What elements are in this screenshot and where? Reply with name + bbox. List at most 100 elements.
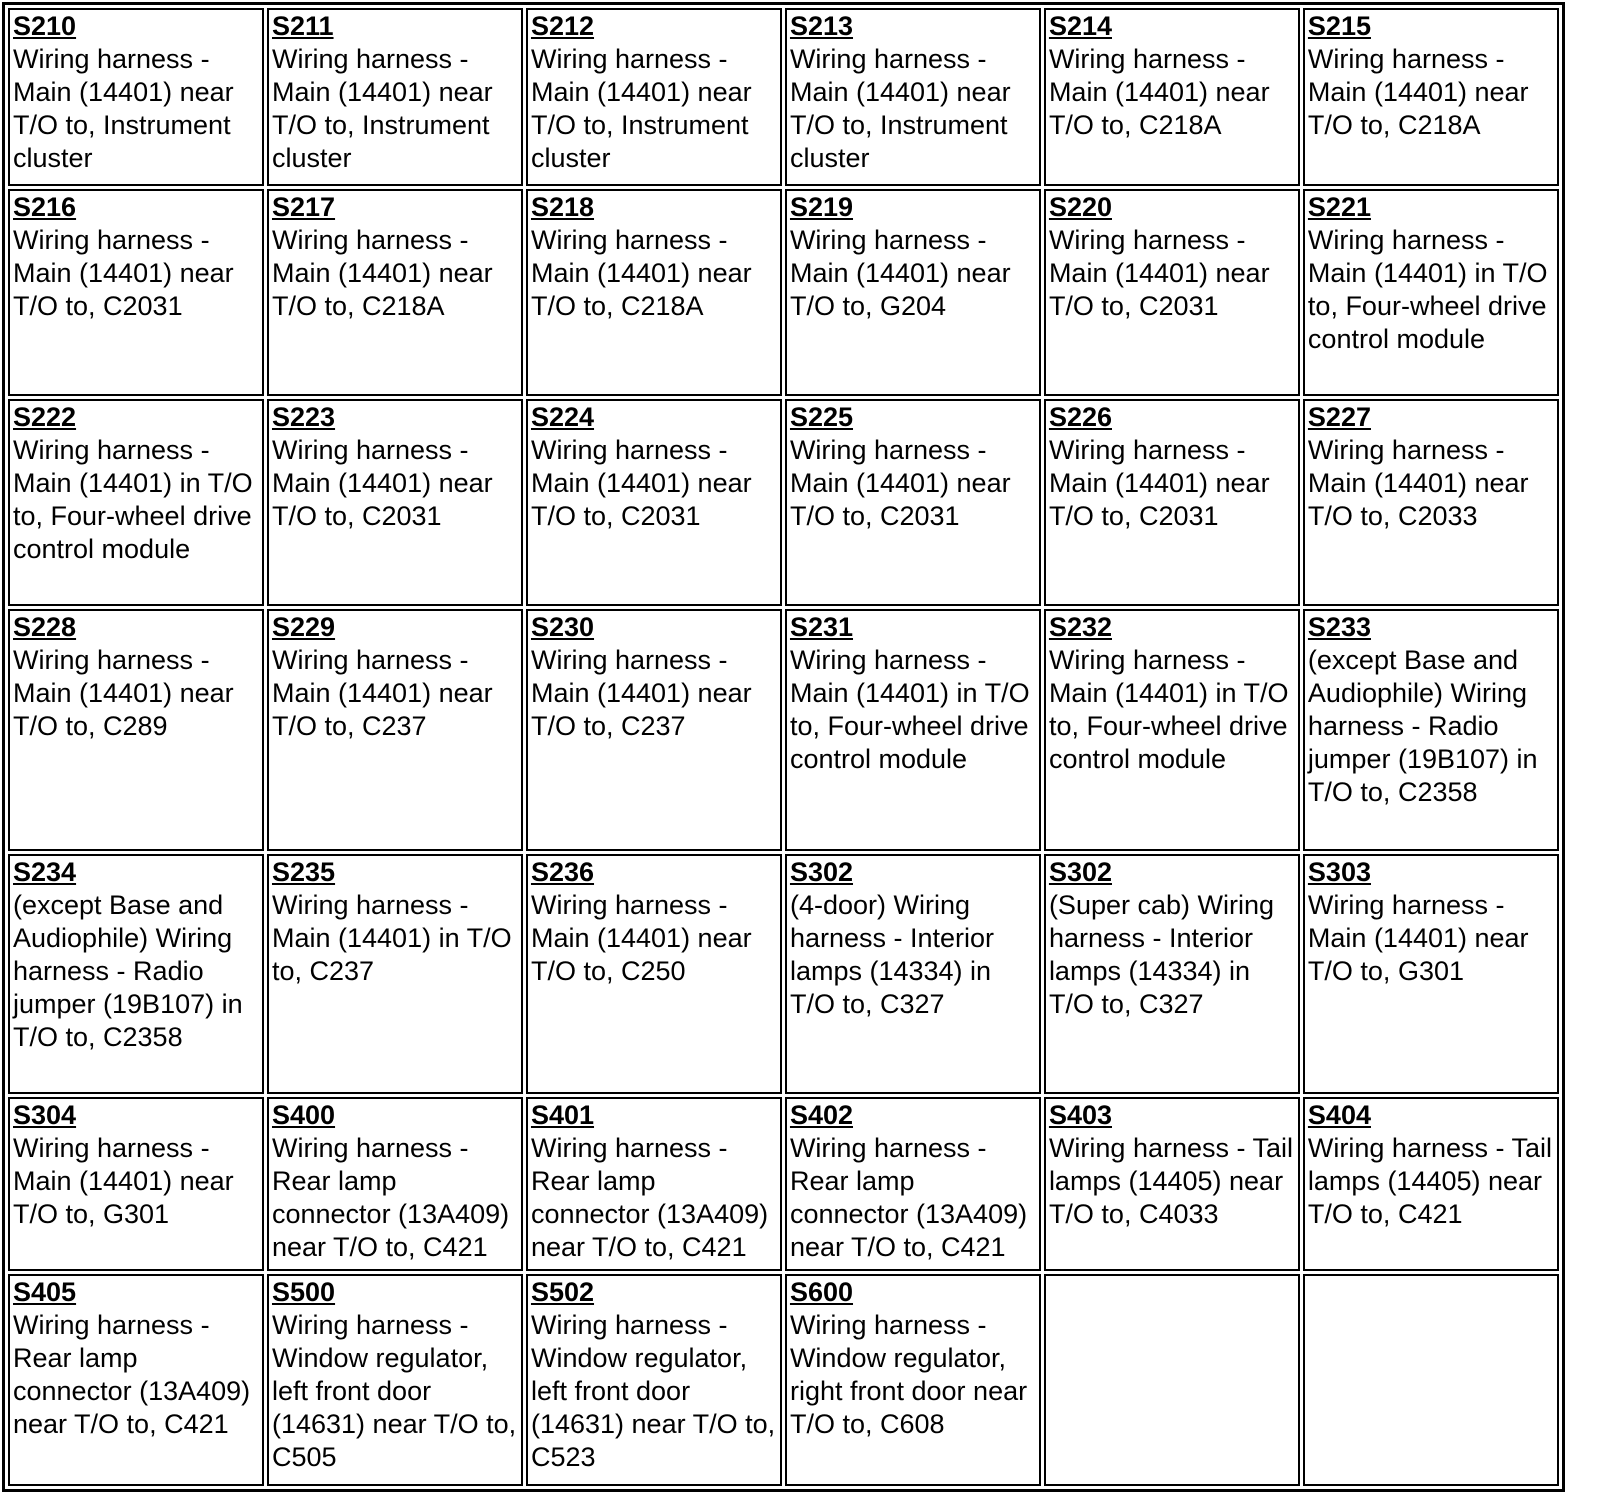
splice-description: Wiring harness - Main (14401) near T/O t… bbox=[1307, 890, 1529, 986]
table-cell: S227 Wiring harness - Main (14401) near T… bbox=[1302, 399, 1559, 606]
splice-id: S231 bbox=[789, 612, 854, 642]
splice-id: S236 bbox=[530, 857, 595, 887]
splice-id: S234 bbox=[13, 857, 77, 887]
splice-id: S219 bbox=[789, 192, 854, 222]
table-cell: S235 Wiring harness - Main (14401) in T/O… bbox=[266, 854, 523, 1094]
splice-description: (except Base and Audiophile) Wiring harn… bbox=[13, 890, 243, 1052]
splice-description: Wiring harness - Main (14401) in T/O to,… bbox=[1307, 225, 1548, 354]
splice-id: S213 bbox=[789, 11, 854, 41]
table-cell: S218 Wiring harness - Main (14401) near T… bbox=[525, 189, 782, 396]
table-row: S304 Wiring harness - Main (14401) near T… bbox=[8, 1097, 1559, 1271]
table-cell: S228 Wiring harness - Main (14401) near T… bbox=[8, 609, 264, 851]
table-row: S210 Wiring harness - Main (14401) near T… bbox=[8, 8, 1559, 186]
table-cell: S403 Wiring harness - Tail lamps (14405) … bbox=[1043, 1097, 1300, 1271]
splice-id: S403 bbox=[1048, 1100, 1112, 1130]
splice-id: S210 bbox=[13, 11, 77, 41]
splice-description: Wiring harness - Main (14401) near T/O t… bbox=[271, 44, 493, 173]
table-cell: S236 Wiring harness - Main (14401) near T… bbox=[525, 854, 782, 1094]
table-cell: S233 (except Base and Audiophile) Wiring … bbox=[1302, 609, 1559, 851]
table-cell: S405 Wiring harness - Rear lamp connector… bbox=[8, 1274, 264, 1486]
splice-id: S405 bbox=[13, 1277, 77, 1307]
splice-description: Wiring harness - Rear lamp connector (13… bbox=[271, 1133, 510, 1262]
table-cell: S225 Wiring harness - Main (14401) near T… bbox=[784, 399, 1041, 606]
splice-description: Wiring harness - Main (14401) near T/O t… bbox=[530, 44, 752, 173]
table-cell: S502 Wiring harness - Window regulator, l… bbox=[525, 1274, 782, 1486]
table-cell: S302 (Super cab) Wiring harness - Interio… bbox=[1043, 854, 1300, 1094]
table-row: S216 Wiring harness - Main (14401) near T… bbox=[8, 189, 1559, 396]
splice-id: S402 bbox=[789, 1100, 854, 1130]
splice-description: Wiring harness - Window regulator, right… bbox=[789, 1310, 1028, 1439]
splice-description: Wiring harness - Main (14401) in T/O to,… bbox=[1048, 645, 1289, 774]
table-cell: S221 Wiring harness - Main (14401) in T/O… bbox=[1302, 189, 1559, 396]
splice-id: S220 bbox=[1048, 192, 1112, 222]
table-cell: S500 Wiring harness - Window regulator, l… bbox=[266, 1274, 523, 1486]
table-row: S222 Wiring harness - Main (14401) in T/O… bbox=[8, 399, 1559, 606]
splice-id: S401 bbox=[530, 1100, 595, 1130]
splice-description: Wiring harness - Main (14401) near T/O t… bbox=[1048, 435, 1270, 531]
splice-id: S302 bbox=[789, 857, 854, 887]
table-cell: S210 Wiring harness - Main (14401) near T… bbox=[8, 8, 264, 186]
splice-id: S217 bbox=[271, 192, 336, 222]
splice-description: Wiring harness - Main (14401) near T/O t… bbox=[530, 435, 752, 531]
table-cell: S220 Wiring harness - Main (14401) near T… bbox=[1043, 189, 1300, 396]
splice-description: Wiring harness - Window regulator, left … bbox=[271, 1310, 517, 1472]
table-cell bbox=[1302, 1274, 1559, 1486]
splice-description: Wiring harness - Main (14401) near T/O t… bbox=[13, 1133, 234, 1229]
splice-id: S235 bbox=[271, 857, 336, 887]
splice-id: S226 bbox=[1048, 402, 1112, 432]
splice-description: Wiring harness - Main (14401) near T/O t… bbox=[530, 225, 752, 321]
table-cell: S229 Wiring harness - Main (14401) near T… bbox=[266, 609, 523, 851]
table-cell: S224 Wiring harness - Main (14401) near T… bbox=[525, 399, 782, 606]
table-cell: S402 Wiring harness - Rear lamp connector… bbox=[784, 1097, 1041, 1271]
splice-id: S215 bbox=[1307, 11, 1371, 41]
splice-description: Wiring harness - Main (14401) near T/O t… bbox=[789, 225, 1011, 321]
splice-id: S500 bbox=[271, 1277, 336, 1307]
splice-id: S233 bbox=[1307, 612, 1371, 642]
splice-id: S225 bbox=[789, 402, 854, 432]
splice-description: Wiring harness - Rear lamp connector (13… bbox=[13, 1310, 251, 1439]
table-cell: S219 Wiring harness - Main (14401) near T… bbox=[784, 189, 1041, 396]
table-cell: S232 Wiring harness - Main (14401) in T/O… bbox=[1043, 609, 1300, 851]
splice-id: S302 bbox=[1048, 857, 1112, 887]
table-cell: S222 Wiring harness - Main (14401) in T/O… bbox=[8, 399, 264, 606]
splice-description: (except Base and Audiophile) Wiring harn… bbox=[1307, 645, 1538, 807]
table-cell: S302 (4-door) Wiring harness - Interior l… bbox=[784, 854, 1041, 1094]
splice-id: S227 bbox=[1307, 402, 1371, 432]
table-cell: S401 Wiring harness - Rear lamp connector… bbox=[525, 1097, 782, 1271]
splice-description: (4-door) Wiring harness - Interior lamps… bbox=[789, 890, 995, 1019]
splice-id: S228 bbox=[13, 612, 77, 642]
splice-id: S216 bbox=[13, 192, 77, 222]
splice-description: Wiring harness - Main (14401) near T/O t… bbox=[1307, 44, 1529, 140]
splice-description: Wiring harness - Main (14401) near T/O t… bbox=[789, 435, 1011, 531]
table-cell: S214 Wiring harness - Main (14401) near T… bbox=[1043, 8, 1300, 186]
splice-id: S223 bbox=[271, 402, 336, 432]
splice-description: Wiring harness - Main (14401) near T/O t… bbox=[789, 44, 1011, 173]
table-cell: S212 Wiring harness - Main (14401) near T… bbox=[525, 8, 782, 186]
splice-description: Wiring harness - Main (14401) in T/O to,… bbox=[13, 435, 253, 564]
table-cell: S234 (except Base and Audiophile) Wiring … bbox=[8, 854, 264, 1094]
table-cell: S213 Wiring harness - Main (14401) near T… bbox=[784, 8, 1041, 186]
table-row: S228 Wiring harness - Main (14401) near T… bbox=[8, 609, 1559, 851]
splice-id: S502 bbox=[530, 1277, 595, 1307]
splice-description: Wiring harness - Main (14401) near T/O t… bbox=[1307, 435, 1529, 531]
splice-description: Wiring harness - Main (14401) near T/O t… bbox=[271, 435, 493, 531]
splice-description: Wiring harness - Main (14401) near T/O t… bbox=[1048, 44, 1270, 140]
splice-id: S211 bbox=[271, 11, 334, 41]
table-cell: S231 Wiring harness - Main (14401) in T/O… bbox=[784, 609, 1041, 851]
splice-description: Wiring harness - Main (14401) near T/O t… bbox=[13, 225, 234, 321]
splice-id: S224 bbox=[530, 402, 595, 432]
table-cell: S600 Wiring harness - Window regulator, r… bbox=[784, 1274, 1041, 1486]
splice-id: S230 bbox=[530, 612, 595, 642]
splice-description: Wiring harness - Main (14401) near T/O t… bbox=[13, 645, 234, 741]
splice-id: S303 bbox=[1307, 857, 1371, 887]
splice-description: Wiring harness - Main (14401) near T/O t… bbox=[271, 645, 493, 741]
splice-description: Wiring harness - Rear lamp connector (13… bbox=[530, 1133, 769, 1262]
table-cell: S304 Wiring harness - Main (14401) near T… bbox=[8, 1097, 264, 1271]
splice-description: Wiring harness - Main (14401) near T/O t… bbox=[271, 225, 493, 321]
splice-description: Wiring harness - Window regulator, left … bbox=[530, 1310, 776, 1472]
splice-id: S221 bbox=[1307, 192, 1371, 222]
table-cell: S217 Wiring harness - Main (14401) near T… bbox=[266, 189, 523, 396]
splice-id: S218 bbox=[530, 192, 595, 222]
splice-id: S232 bbox=[1048, 612, 1112, 642]
table-cell: S226 Wiring harness - Main (14401) near T… bbox=[1043, 399, 1300, 606]
